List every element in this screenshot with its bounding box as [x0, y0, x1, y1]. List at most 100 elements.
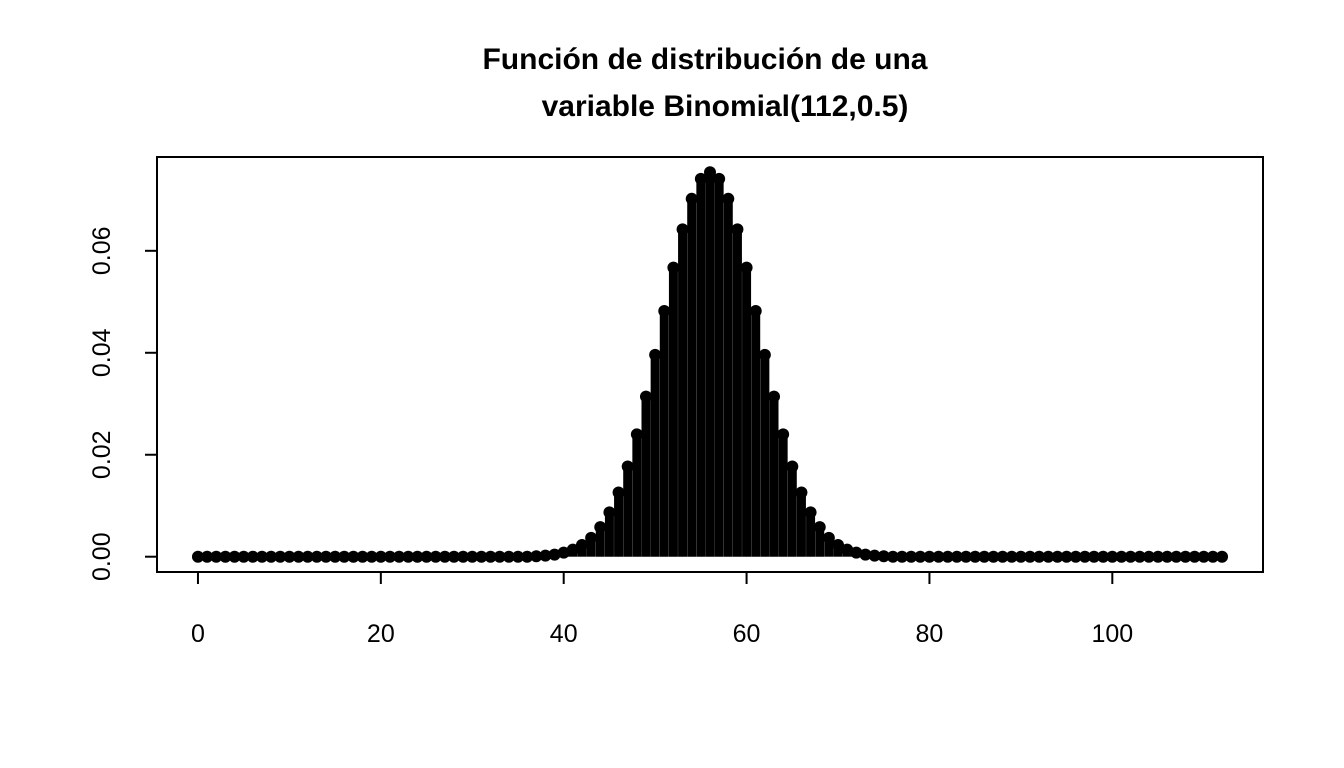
- point: [950, 550, 963, 563]
- point: [502, 550, 515, 563]
- point: [740, 261, 753, 274]
- point: [987, 550, 1000, 563]
- point: [530, 550, 543, 563]
- point: [219, 550, 232, 563]
- point: [383, 550, 396, 563]
- point: [319, 550, 332, 563]
- point: [612, 486, 625, 499]
- point: [859, 548, 872, 561]
- point: [850, 546, 863, 559]
- point: [255, 550, 268, 563]
- point: [969, 550, 982, 563]
- x-tick-label: 40: [550, 620, 578, 648]
- point: [338, 550, 351, 563]
- point: [704, 166, 716, 179]
- point: [329, 550, 342, 563]
- point: [639, 390, 652, 403]
- point: [594, 521, 607, 534]
- x-tick-label: 20: [367, 620, 395, 648]
- point: [301, 550, 314, 563]
- x-tick-label: 100: [1091, 620, 1133, 648]
- point: [466, 550, 479, 563]
- point: [941, 550, 954, 563]
- point: [777, 428, 790, 441]
- point: [539, 549, 552, 562]
- x-tick-label: 60: [733, 620, 761, 648]
- point: [1069, 550, 1082, 563]
- point: [566, 543, 579, 556]
- point: [511, 550, 524, 563]
- point: [393, 550, 406, 563]
- point: [1042, 550, 1055, 563]
- point: [411, 550, 424, 563]
- point: [905, 550, 918, 563]
- point: [1106, 550, 1119, 563]
- point: [201, 550, 214, 563]
- point: [694, 172, 707, 185]
- point: [283, 550, 296, 563]
- x-tick-label: 80: [916, 620, 944, 648]
- point: [1024, 550, 1037, 563]
- point: [1142, 550, 1155, 563]
- point: [310, 550, 323, 563]
- point: [1152, 550, 1165, 563]
- point: [191, 550, 204, 563]
- point: [978, 550, 991, 563]
- y-tick-label: 0.04: [88, 328, 116, 377]
- point: [813, 521, 826, 534]
- point: [868, 549, 881, 562]
- point: [804, 506, 817, 519]
- point: [722, 192, 735, 205]
- point: [1133, 550, 1146, 563]
- point: [731, 223, 744, 236]
- point: [521, 550, 534, 563]
- point: [265, 550, 278, 563]
- x-tick-label: 0: [191, 620, 205, 648]
- point: [438, 550, 451, 563]
- point: [658, 304, 671, 317]
- point: [210, 550, 223, 563]
- point: [676, 223, 689, 236]
- point: [1206, 550, 1219, 563]
- point: [786, 460, 799, 473]
- point: [1033, 550, 1046, 563]
- point: [420, 550, 433, 563]
- point: [292, 550, 305, 563]
- point: [429, 550, 442, 563]
- point: [932, 550, 945, 563]
- point: [896, 550, 909, 563]
- y-tick-label: 0.00: [88, 532, 116, 581]
- point: [365, 550, 378, 563]
- point: [356, 550, 369, 563]
- point: [246, 550, 259, 563]
- point: [1216, 550, 1229, 563]
- point: [1060, 550, 1073, 563]
- point: [548, 548, 561, 561]
- point: [493, 550, 506, 563]
- point: [603, 506, 616, 519]
- point: [877, 550, 890, 563]
- point: [484, 550, 497, 563]
- chart-title: Función de distribución de una: [482, 43, 927, 76]
- point: [1078, 550, 1091, 563]
- point: [1170, 550, 1183, 563]
- point: [822, 531, 835, 544]
- point: [630, 428, 643, 441]
- y-tick-label: 0.06: [88, 226, 116, 275]
- point: [795, 486, 808, 499]
- point: [923, 550, 936, 563]
- point: [1161, 550, 1174, 563]
- point: [475, 550, 488, 563]
- point: [1197, 550, 1210, 563]
- point: [667, 261, 680, 274]
- point: [1014, 550, 1027, 563]
- point: [557, 546, 570, 559]
- chart-title: variable Binomial(112,0.5): [542, 90, 909, 123]
- point: [575, 538, 588, 551]
- point: [832, 538, 845, 551]
- point: [1179, 550, 1192, 563]
- point: [237, 550, 250, 563]
- point: [768, 390, 781, 403]
- point: [996, 550, 1009, 563]
